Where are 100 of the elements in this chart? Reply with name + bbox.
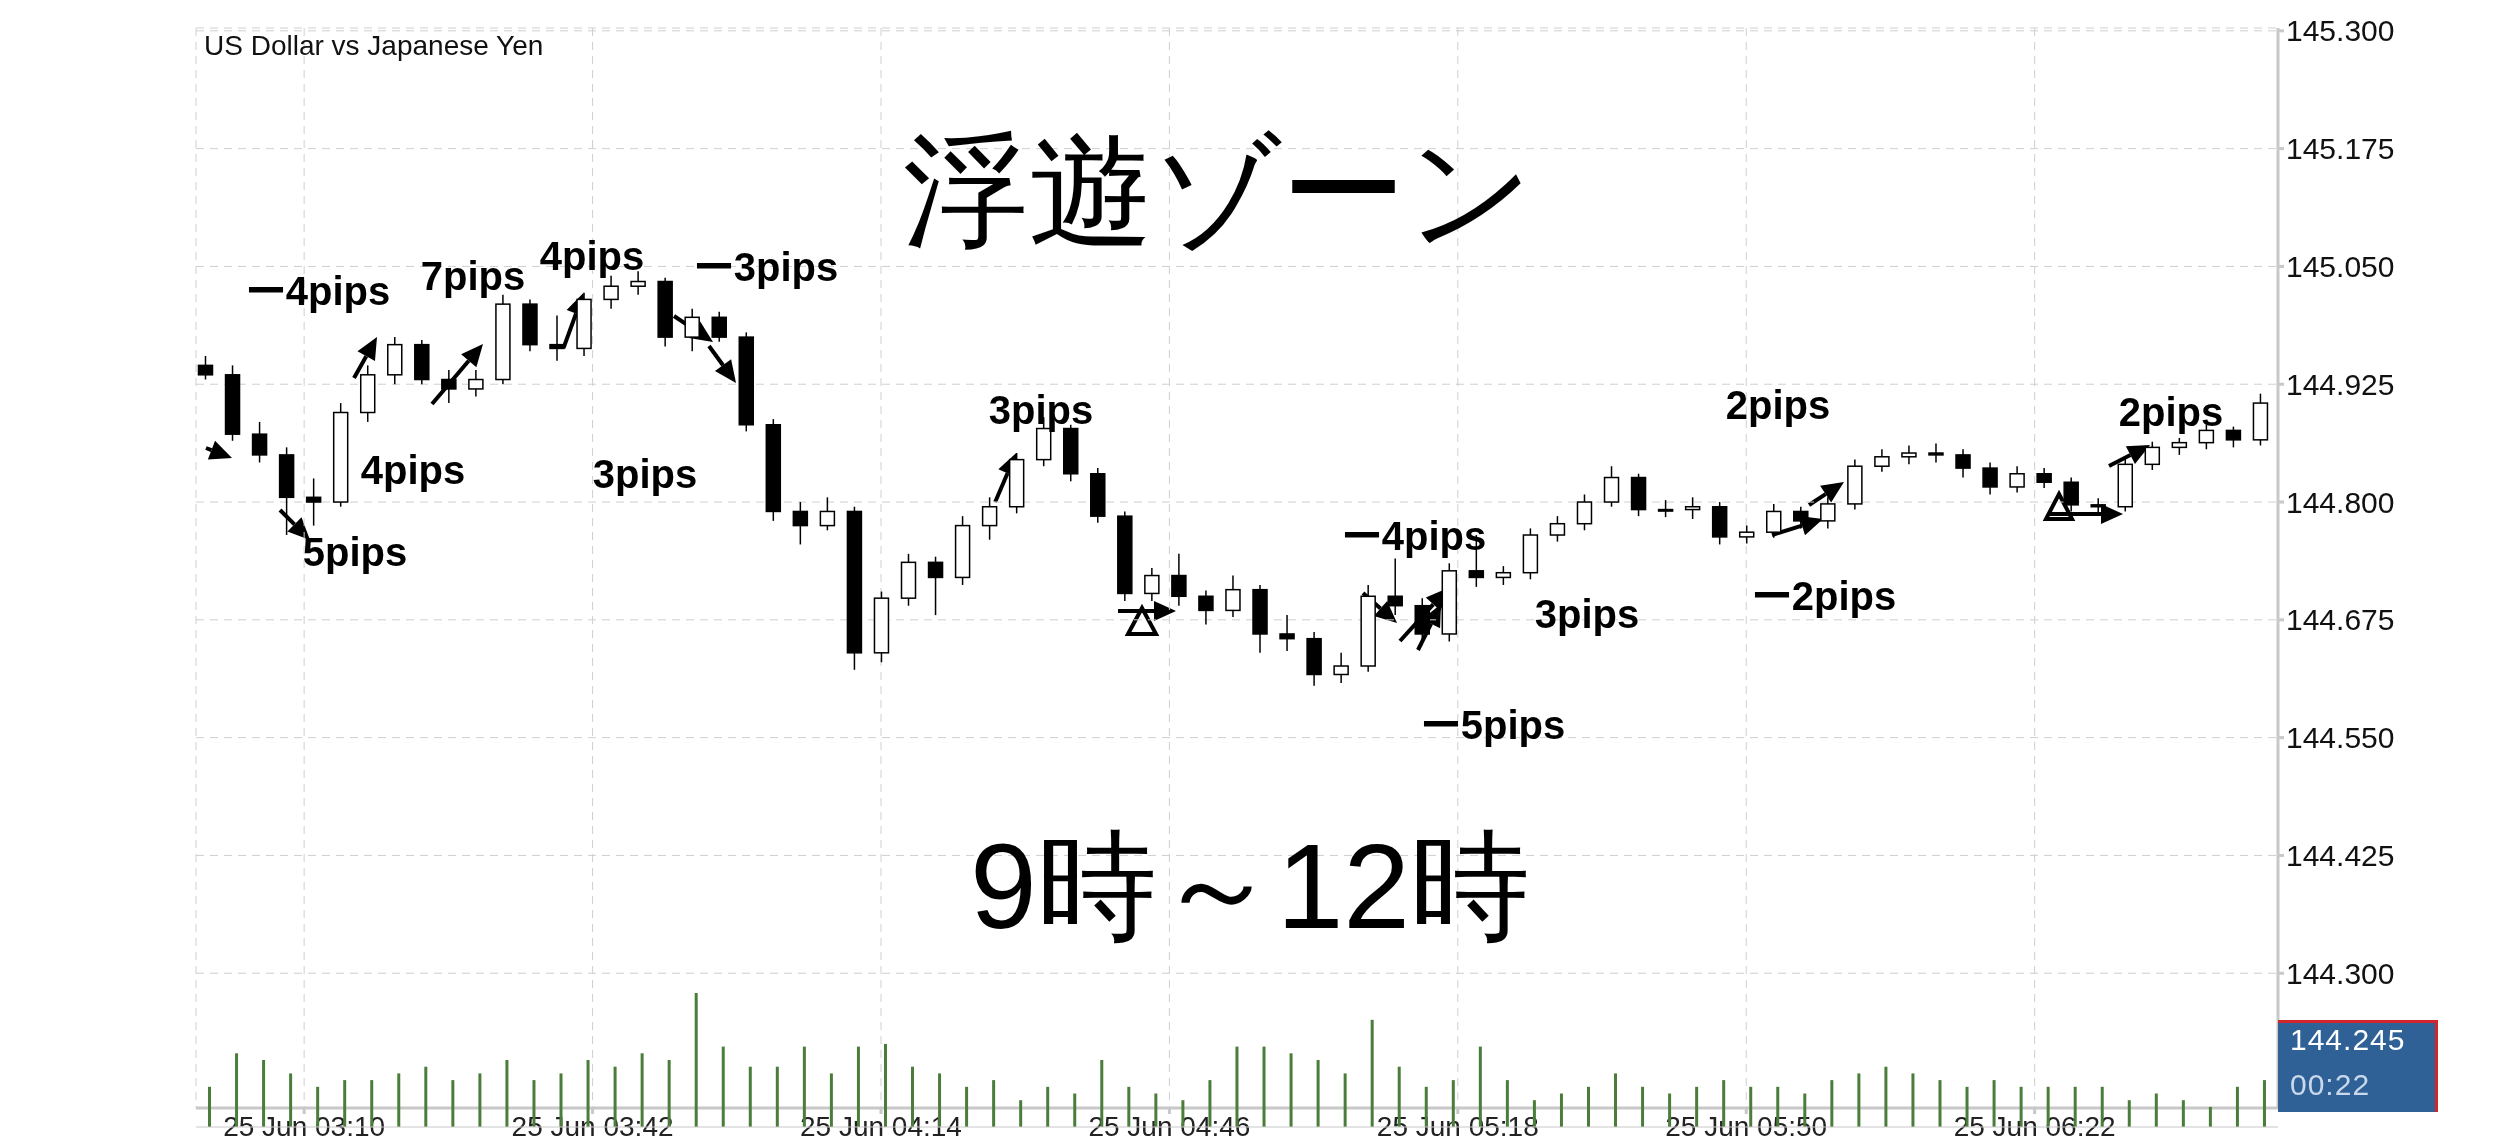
- annotation: 9時～12時: [969, 817, 1531, 955]
- annotation: 7pips: [420, 253, 526, 299]
- text: 00:22: [2290, 1068, 2371, 1102]
- bar: [1695, 1086, 1699, 1127]
- y-tick-label: 144.425: [2286, 839, 2395, 873]
- candlestick: [2063, 476, 2079, 513]
- candlestick: [711, 310, 727, 343]
- bar: [1316, 1060, 1320, 1127]
- candlestick: [1495, 565, 1512, 586]
- bar: [505, 1060, 509, 1127]
- bar: [451, 1080, 455, 1127]
- candlestick: [1793, 505, 1809, 530]
- y-tick-label: 144.925: [2286, 367, 2395, 401]
- candlestick: [1387, 557, 1403, 616]
- annotation: 5pips: [302, 529, 408, 575]
- annotation: 4pips: [539, 233, 645, 279]
- y-tick-label: 144.300: [2286, 956, 2395, 990]
- bar: [478, 1073, 482, 1127]
- annotation: ー4pips: [1341, 512, 1487, 560]
- candlestick: [549, 314, 565, 362]
- candlestick: [1901, 444, 1917, 466]
- y-tick-label: 144.550: [2286, 721, 2395, 755]
- bar: [1830, 1080, 1834, 1127]
- candlestick: [1225, 574, 1241, 618]
- bar: [1343, 1073, 1347, 1127]
- bar: [721, 1046, 725, 1127]
- bar: [1289, 1053, 1293, 1127]
- candlestick: [1684, 496, 1701, 520]
- annotation: ー4pips: [245, 267, 391, 315]
- candlestick: [2090, 497, 2106, 515]
- annotation: 4pips: [360, 447, 466, 493]
- y-tick-label: 145.175: [2286, 132, 2395, 166]
- annotation: 3pips: [592, 451, 698, 497]
- candlestick: [1955, 448, 1971, 479]
- annotation: 3pips: [988, 387, 1094, 433]
- x-tick-label: 25 Jun 05:50: [1665, 1110, 1828, 1142]
- candlestick: [468, 369, 484, 398]
- candlestick: [1982, 461, 1998, 496]
- candlestick: [197, 355, 214, 381]
- bar: [829, 1073, 833, 1127]
- candlestick: [819, 496, 836, 532]
- annotation: ー5pips: [1420, 701, 1566, 749]
- candlestick: [927, 555, 944, 616]
- candlestick: [684, 308, 700, 352]
- bar: [1884, 1066, 1888, 1127]
- bar: [1857, 1073, 1861, 1127]
- bar: [775, 1066, 779, 1127]
- candlestick: [1171, 553, 1187, 607]
- candlestick: [1820, 496, 1836, 530]
- candlestick: [1279, 614, 1295, 652]
- bar: [2181, 1100, 2185, 1127]
- bar: [208, 1086, 211, 1127]
- text: 144.245: [2290, 1023, 2406, 1057]
- bar: [1911, 1073, 1915, 1127]
- candlestick: [1198, 589, 1214, 626]
- bar: [2127, 1100, 2131, 1127]
- bar: [965, 1086, 969, 1127]
- annotation: ー3pips: [693, 243, 839, 291]
- candlestick: [792, 501, 809, 546]
- y-tick-label: 144.675: [2286, 603, 2395, 637]
- candlestick: [1549, 515, 1566, 543]
- candlestick: [1874, 448, 1890, 473]
- bar: [748, 1066, 752, 1127]
- candlestick: [2225, 425, 2242, 449]
- candlestick: [251, 421, 268, 464]
- bar: [1749, 1086, 1753, 1127]
- bar: [2262, 1080, 2266, 1127]
- bar: [1614, 1073, 1618, 1127]
- candlestick: [2144, 440, 2161, 471]
- candlestick: [305, 477, 322, 527]
- bar: [2154, 1093, 2158, 1127]
- bar: [1938, 1080, 1942, 1127]
- bar: [1370, 1019, 1374, 1127]
- bar: [694, 993, 698, 1127]
- annotation: 浮遊ゾーン: [902, 120, 1534, 262]
- bar: [883, 1043, 887, 1127]
- bar: [1559, 1093, 1563, 1127]
- candlestick: [981, 496, 998, 541]
- chart-title: US Dollar vs Japanese Yen: [204, 30, 544, 62]
- bar: [2208, 1106, 2212, 1127]
- bar: [1586, 1086, 1590, 1127]
- candlestick: [1928, 442, 1944, 464]
- y-tick-label: 144.800: [2286, 485, 2395, 519]
- annotation: ー2pips: [1751, 572, 1897, 620]
- candlestick: [1333, 652, 1349, 684]
- candlestick: [2036, 467, 2052, 489]
- annotation: 3pips: [1534, 591, 1640, 637]
- y-tick-label: 145.050: [2286, 250, 2395, 284]
- bar: [1641, 1086, 1645, 1127]
- bar: [992, 1080, 996, 1127]
- x-tick-label: 25 Jun 06:22: [1953, 1110, 2116, 1142]
- bar: [424, 1066, 428, 1127]
- bar: [1046, 1086, 1050, 1127]
- bar: [397, 1073, 401, 1127]
- bar: [1073, 1093, 1077, 1127]
- candlestick: [1576, 493, 1593, 532]
- y-tick-label: 145.300: [2286, 14, 2395, 48]
- bar: [2235, 1086, 2239, 1127]
- annotation: 2pips: [2118, 389, 2224, 435]
- annotation: 2pips: [1725, 382, 1831, 428]
